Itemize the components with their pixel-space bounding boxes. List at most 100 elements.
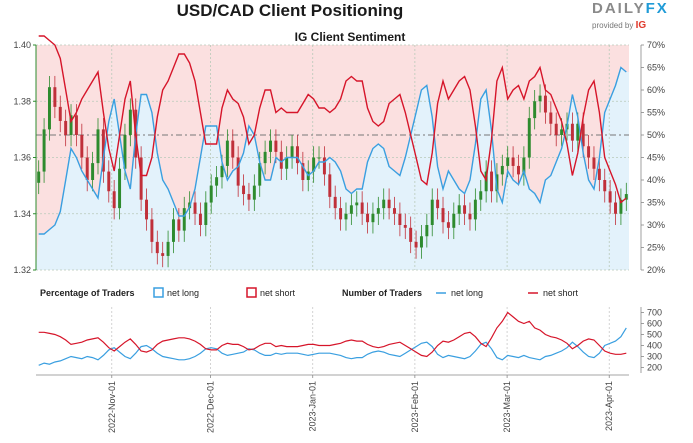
price-tick-label: 1.34 xyxy=(13,209,31,219)
candle-body xyxy=(430,199,434,225)
price-candles xyxy=(37,75,628,268)
candle-body xyxy=(490,171,494,192)
legend-pct-short-swatch xyxy=(246,287,257,298)
candle-body xyxy=(409,227,413,242)
candle-body xyxy=(220,165,224,178)
candle-body xyxy=(560,129,564,135)
provided-by-text: provided by xyxy=(592,21,634,30)
candle-body xyxy=(414,241,418,248)
net-short-pct-line xyxy=(38,35,627,204)
legend-num-long: net long xyxy=(451,288,483,298)
candle-body xyxy=(161,253,165,256)
candle-body xyxy=(328,174,332,197)
candle-body xyxy=(511,157,515,166)
pct-tick-label: 55% xyxy=(647,108,665,118)
candle-body xyxy=(425,225,429,237)
candle-body xyxy=(118,168,122,209)
candle-body xyxy=(145,199,148,220)
traders-tick-label: 400 xyxy=(647,341,662,351)
candle-body xyxy=(274,140,278,152)
net-long-pct-path xyxy=(38,66,627,235)
candle-body xyxy=(360,202,364,214)
candle-body xyxy=(58,106,62,121)
candle-body xyxy=(171,219,175,242)
price-tick-label: 1.38 xyxy=(13,96,31,106)
candle-body xyxy=(252,185,256,200)
candle-body xyxy=(91,163,95,180)
candle-body xyxy=(463,205,467,214)
legend-pct-short: net short xyxy=(260,288,296,298)
price-tick-label: 1.36 xyxy=(13,153,31,163)
candle-body xyxy=(522,157,526,175)
candle-body xyxy=(42,129,46,172)
candle-body xyxy=(543,95,547,113)
candle-body xyxy=(279,151,283,169)
candle-body xyxy=(608,191,612,203)
date-tick-label: 2022-Nov-01 xyxy=(107,381,117,433)
pct-tick-label: 65% xyxy=(647,63,665,73)
candle-body xyxy=(597,168,601,180)
candle-body xyxy=(479,191,483,200)
candle-body xyxy=(441,208,445,223)
candle-body xyxy=(570,123,574,141)
legend-pct-title: Percentage of Traders xyxy=(40,288,135,298)
chart-title: USD/CAD Client Positioning xyxy=(176,1,404,20)
candle-body xyxy=(581,123,585,147)
candle-body xyxy=(312,157,316,172)
candle-body xyxy=(587,146,591,158)
candle-body xyxy=(128,109,132,135)
candle-body xyxy=(269,140,272,152)
traders-grid xyxy=(111,307,610,373)
candle-body xyxy=(177,219,181,231)
candle-body xyxy=(387,199,391,209)
candle-body xyxy=(317,157,321,159)
traders-tick-label: 200 xyxy=(647,363,662,373)
candle-body xyxy=(258,163,262,186)
traders-tick-label: 500 xyxy=(647,330,662,340)
pct-tick-label: 35% xyxy=(647,198,665,208)
candle-body xyxy=(231,140,235,158)
candle-body xyxy=(576,123,580,141)
traders-series xyxy=(38,311,627,366)
candle-body xyxy=(376,208,380,214)
pct-tick-label: 40% xyxy=(647,175,665,185)
date-tick-label: 2023-Mar-01 xyxy=(502,381,512,433)
candle-body xyxy=(398,213,402,225)
net-short-pct-path xyxy=(38,35,627,204)
legend-pct-long: net long xyxy=(167,288,199,298)
chart-subtitle: IG Client Sentiment xyxy=(294,30,406,44)
date-tick-label: 2023-Jan-01 xyxy=(308,381,318,432)
date-axis-ticks: 2022-Nov-01 2022-Dec-01 2023-Jan-01 2023-Fe… xyxy=(36,374,629,433)
candle-body xyxy=(53,87,57,107)
candle-body xyxy=(549,112,553,124)
logo-text: DAILY xyxy=(592,0,646,17)
pct-axis-ticks: 20% 25% 30% 35% 40% 45% 50% 55% 60% 65% 70% xyxy=(640,40,665,275)
traders-tick-label: 700 xyxy=(647,308,662,318)
candle-body xyxy=(150,219,154,242)
candle-body xyxy=(468,213,472,220)
traders-long-line xyxy=(38,327,627,366)
candle-body xyxy=(74,115,78,135)
candle-body xyxy=(322,157,326,175)
pct-tick-label: 30% xyxy=(647,220,665,230)
candle-body xyxy=(603,180,607,192)
candle-body xyxy=(242,185,246,195)
candle-body xyxy=(339,208,343,220)
traders-short-line xyxy=(38,311,627,358)
candle-body xyxy=(263,151,267,164)
legend: Percentage of Traders net long net short… xyxy=(40,287,579,298)
candle-body xyxy=(301,163,305,180)
candle-body xyxy=(355,202,359,206)
pct-tick-label: 70% xyxy=(647,40,665,50)
candle-body xyxy=(619,199,623,214)
candle-body xyxy=(198,213,202,225)
candle-body xyxy=(155,241,159,254)
candle-body xyxy=(107,171,111,192)
candle-body xyxy=(285,157,289,169)
candle-body xyxy=(204,202,208,225)
candle-body xyxy=(533,101,537,119)
candle-body xyxy=(96,129,100,164)
candle-body xyxy=(349,205,353,214)
